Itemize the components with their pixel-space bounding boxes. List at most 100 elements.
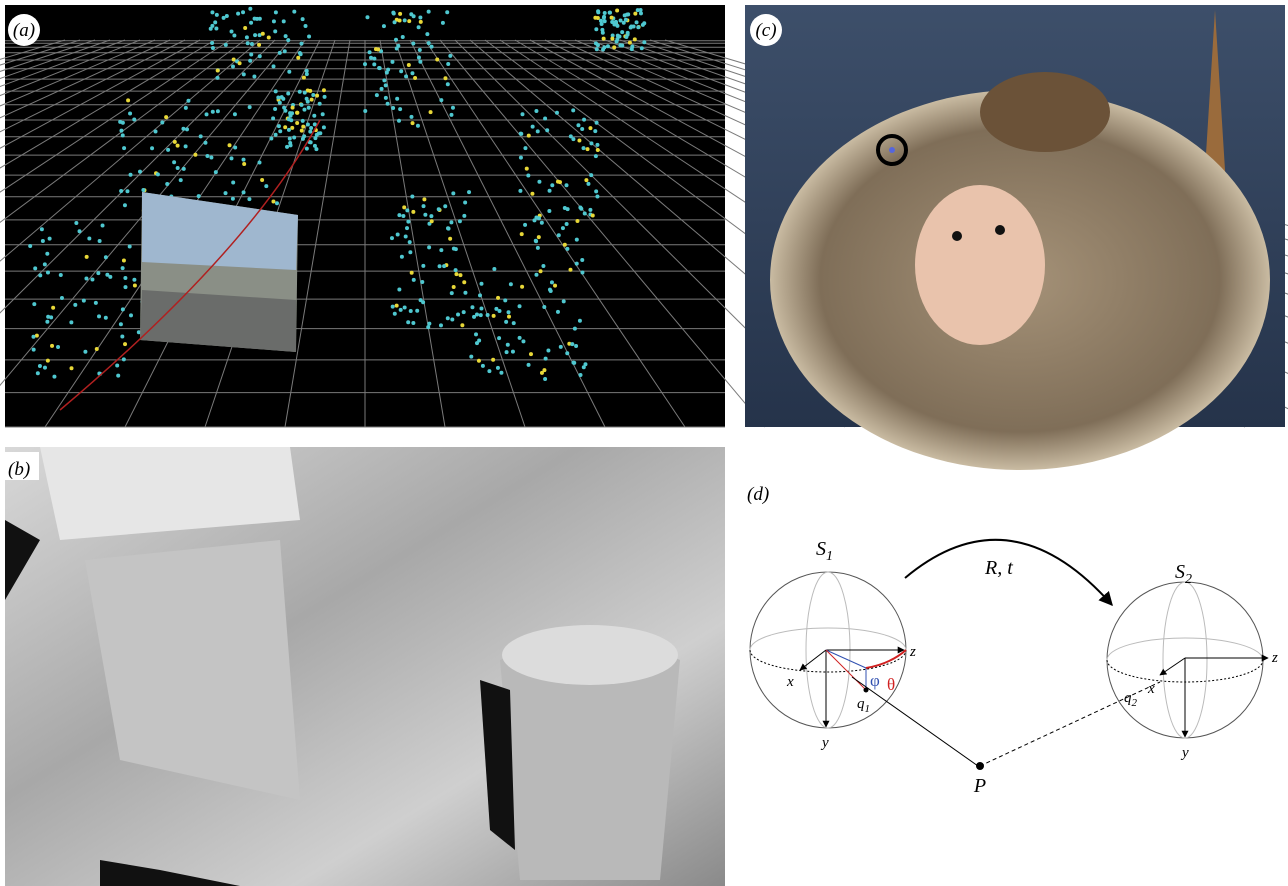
cloud-point (443, 204, 447, 208)
cloud-point (636, 25, 640, 29)
cloud-point (583, 212, 587, 216)
cloud-point (283, 125, 287, 129)
cloud-point (624, 18, 628, 22)
cloud-point (541, 264, 545, 268)
cloud-point (550, 183, 554, 187)
point-p (977, 763, 984, 770)
cloud-point (242, 162, 246, 166)
cloud-point (407, 19, 411, 23)
cloud-point (573, 327, 577, 331)
cloud-point (526, 173, 530, 177)
cloud-point (491, 358, 495, 362)
cloud-point (635, 20, 639, 24)
cloud-point (105, 273, 109, 277)
cloud-point (575, 219, 579, 223)
cloud-point (406, 320, 410, 324)
cloud-point (512, 321, 516, 325)
cloud-point (260, 178, 264, 182)
cloud-point (399, 69, 403, 73)
cloud-point (563, 206, 567, 210)
cloud-point (503, 298, 507, 302)
cloud-point (301, 17, 305, 21)
cloud-point (523, 146, 527, 150)
cloud-point (231, 197, 235, 201)
cloud-point (225, 14, 229, 18)
cloud-point (409, 115, 413, 119)
cloud-point (233, 145, 237, 149)
cloud-point (595, 194, 599, 198)
cloud-point (527, 363, 531, 367)
cloud-point (238, 61, 242, 65)
cloud-point (97, 314, 101, 318)
cloud-point (386, 68, 390, 72)
cloud-point (298, 90, 302, 94)
cloud-point (531, 125, 535, 129)
angle-arc (866, 650, 906, 668)
cloud-point (271, 116, 275, 120)
cloud-point (543, 377, 547, 381)
cloud-point (409, 309, 413, 313)
cloud-point (380, 87, 384, 91)
cloud-point (603, 19, 607, 23)
cloud-point (523, 223, 527, 227)
cloud-point (427, 41, 431, 45)
cloud-point (172, 160, 176, 164)
cloud-point (394, 38, 398, 42)
cloud-point (446, 316, 450, 320)
cloud-point (408, 240, 412, 244)
cloud-point (302, 108, 306, 112)
cloud-point (228, 143, 232, 147)
point-label: q2 (1124, 690, 1138, 709)
cloud-point (60, 296, 64, 300)
cloud-point (211, 110, 215, 114)
cloud-point (602, 15, 606, 19)
sphere-label-sub: 2 (1185, 572, 1192, 587)
cloud-point (278, 101, 282, 105)
cloud-point (481, 364, 485, 368)
cloud-point (617, 35, 621, 39)
cloud-point (417, 25, 421, 29)
cloud-point (570, 342, 574, 346)
cloud-point (571, 108, 575, 112)
cloud-point (446, 82, 450, 86)
cloud-point (411, 321, 415, 325)
cloud-point (128, 111, 132, 115)
cloud-point (537, 235, 541, 239)
cloud-point (365, 15, 369, 19)
cloud-point (441, 21, 445, 25)
cloud-point (429, 214, 433, 218)
cloud-point (230, 29, 234, 33)
cloud-point (120, 334, 124, 338)
cloud-point (639, 8, 643, 12)
cloud-point (610, 16, 614, 20)
cloud-point (216, 76, 220, 80)
cloud-point (248, 7, 252, 11)
cloud-point (578, 319, 582, 323)
cloud-point (448, 237, 452, 241)
cloud-point (56, 345, 60, 349)
cloud-point (363, 109, 367, 113)
cloud-point (241, 10, 245, 14)
cloud-point (600, 28, 604, 32)
cloud-point (408, 250, 412, 254)
cloud-point (633, 12, 637, 16)
cloud-point (123, 276, 127, 280)
cloud-point (612, 23, 616, 27)
cloud-point (624, 35, 628, 39)
cloud-point (642, 21, 646, 25)
cloud-point (615, 40, 619, 44)
cloud-point (300, 129, 304, 133)
cloud-point (563, 243, 567, 247)
cloud-point (467, 190, 471, 194)
cloud-point (231, 64, 235, 68)
cloud-point (601, 48, 605, 52)
cloud-point (450, 317, 454, 321)
cloud-point (458, 273, 462, 277)
cloud-point (274, 10, 278, 14)
cloud-point (210, 10, 214, 14)
cloud-point (399, 308, 403, 312)
cloud-point (101, 223, 105, 227)
cloud-point (542, 305, 546, 309)
cloud-point (74, 221, 78, 225)
cloud-point (520, 285, 524, 289)
